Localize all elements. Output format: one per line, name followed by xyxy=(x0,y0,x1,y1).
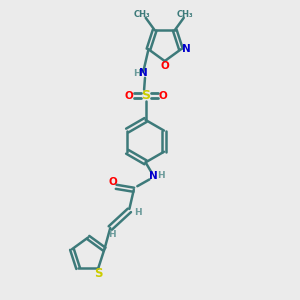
Text: O: O xyxy=(124,91,133,100)
Text: H: H xyxy=(108,230,116,239)
Text: H: H xyxy=(134,208,142,217)
Text: O: O xyxy=(108,176,117,187)
Text: H: H xyxy=(158,171,165,180)
Text: H: H xyxy=(133,69,141,78)
Text: O: O xyxy=(158,91,167,100)
Text: S: S xyxy=(94,267,103,280)
Text: N: N xyxy=(139,68,148,78)
Text: O: O xyxy=(160,61,169,71)
Text: N: N xyxy=(148,171,157,181)
Text: S: S xyxy=(141,89,150,102)
Text: CH₃: CH₃ xyxy=(177,10,194,19)
Text: CH₃: CH₃ xyxy=(134,10,151,19)
Text: N: N xyxy=(182,44,190,54)
